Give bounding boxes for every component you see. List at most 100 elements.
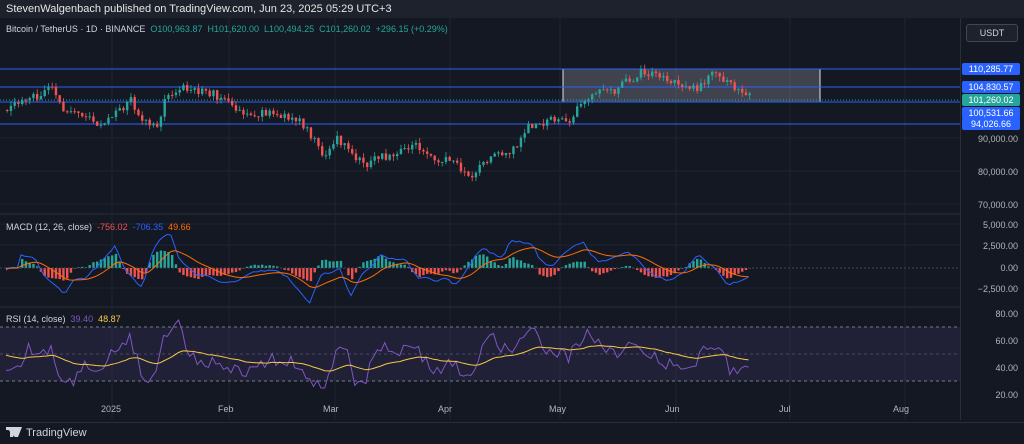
macd-bar bbox=[144, 268, 148, 273]
candle-body bbox=[684, 86, 688, 88]
range-box bbox=[562, 68, 821, 103]
candle-body bbox=[36, 93, 39, 100]
candle-body bbox=[51, 86, 54, 88]
macd-bar bbox=[677, 268, 680, 271]
candle-body bbox=[32, 93, 35, 99]
candle-body bbox=[358, 157, 361, 161]
macd-bar bbox=[81, 266, 84, 268]
rsi-tick: 40.00 bbox=[995, 363, 1018, 373]
candle-body bbox=[636, 77, 639, 82]
macd-bar bbox=[272, 265, 275, 268]
macd-bar bbox=[77, 267, 80, 268]
macd-bar bbox=[141, 268, 144, 280]
macd-bar bbox=[564, 265, 568, 268]
tradingview-logo[interactable]: TradingView bbox=[6, 427, 87, 439]
candle-body bbox=[699, 83, 703, 91]
candle-body bbox=[156, 123, 159, 127]
candle-body bbox=[591, 94, 594, 100]
macd-bar bbox=[373, 258, 376, 268]
currency-button[interactable]: USDT bbox=[966, 24, 1018, 42]
macd-bar bbox=[733, 268, 736, 275]
candle-body bbox=[43, 90, 46, 97]
candle-body bbox=[504, 153, 508, 156]
macd-bar bbox=[73, 268, 76, 269]
macd-bar bbox=[609, 268, 613, 271]
candle-body bbox=[92, 116, 95, 122]
candle-body bbox=[238, 109, 241, 111]
macd-bar bbox=[377, 256, 380, 268]
macd-bar bbox=[388, 261, 391, 268]
candle-body bbox=[347, 143, 350, 150]
macd-bar bbox=[437, 268, 440, 274]
macd-bar bbox=[591, 268, 594, 272]
candle-body bbox=[467, 171, 470, 176]
macd-bar bbox=[662, 268, 665, 277]
macd-bar bbox=[351, 268, 354, 280]
publisher-text: StevenWalgenbach published on TradingVie… bbox=[6, 3, 392, 15]
macd-bar bbox=[418, 268, 421, 277]
candle-body bbox=[182, 85, 185, 90]
candle-body bbox=[549, 116, 553, 120]
macd-bar bbox=[253, 264, 256, 268]
chart-canvas[interactable] bbox=[0, 18, 960, 420]
candle-body bbox=[302, 118, 305, 129]
macd-bar bbox=[478, 254, 481, 268]
candle-body bbox=[171, 94, 174, 96]
rsi-label: RSI (14, close) bbox=[6, 314, 66, 324]
macd-bar bbox=[576, 261, 579, 268]
macd-bar bbox=[103, 257, 106, 268]
macd-bar bbox=[459, 268, 463, 270]
candle-body bbox=[62, 101, 65, 112]
macd-bar bbox=[583, 261, 586, 268]
macd-bar bbox=[358, 266, 361, 268]
candle-body bbox=[718, 72, 721, 77]
macd-bar bbox=[66, 268, 69, 279]
candle-body bbox=[516, 146, 519, 148]
macd-tick: 5,000.00 bbox=[982, 220, 1018, 230]
macd-bar bbox=[54, 268, 58, 279]
macd-bar bbox=[579, 261, 583, 268]
macd-bar bbox=[718, 268, 721, 273]
candle-body bbox=[489, 156, 493, 163]
candle-body bbox=[13, 102, 16, 106]
candle-body bbox=[47, 86, 50, 91]
candle-body bbox=[422, 150, 425, 152]
candle-body bbox=[744, 92, 748, 96]
macd-bar bbox=[96, 261, 99, 268]
macd-bar bbox=[21, 259, 24, 268]
candle-body bbox=[69, 111, 73, 113]
open-value: O100,963.87 bbox=[150, 24, 203, 34]
price-axis[interactable] bbox=[960, 18, 1024, 420]
candle-body bbox=[527, 123, 530, 134]
candle-body bbox=[283, 113, 286, 118]
macd-bar bbox=[257, 265, 260, 268]
macd-bar bbox=[328, 261, 331, 268]
candle-body bbox=[606, 89, 609, 91]
candle-body bbox=[696, 85, 699, 91]
candle-body bbox=[538, 123, 541, 125]
candle-body bbox=[429, 153, 433, 156]
macd-bar bbox=[482, 254, 485, 268]
macd-bar bbox=[178, 268, 181, 273]
macd-bar bbox=[448, 268, 451, 271]
macd-bar bbox=[602, 268, 605, 274]
macd-bar bbox=[249, 265, 253, 268]
macd-bar bbox=[317, 265, 320, 268]
macd-bar bbox=[152, 254, 155, 268]
candle-body bbox=[77, 111, 80, 113]
macd-bar bbox=[512, 257, 515, 268]
time-label-aug: Aug bbox=[893, 404, 910, 414]
high-value: H101,620.00 bbox=[207, 24, 260, 34]
macd-bar bbox=[201, 268, 204, 277]
macd-bar bbox=[189, 268, 193, 278]
candle-body bbox=[681, 84, 684, 88]
macd-bar bbox=[302, 268, 305, 279]
candle-body bbox=[651, 71, 654, 77]
candle-body bbox=[373, 156, 376, 161]
macd-bar bbox=[234, 268, 238, 272]
macd-bar bbox=[598, 268, 601, 275]
candle-body bbox=[418, 142, 421, 151]
macd-value-2: -706.35 bbox=[132, 222, 164, 232]
rsi-tick: 60.00 bbox=[995, 336, 1018, 346]
candle-body bbox=[253, 115, 256, 117]
